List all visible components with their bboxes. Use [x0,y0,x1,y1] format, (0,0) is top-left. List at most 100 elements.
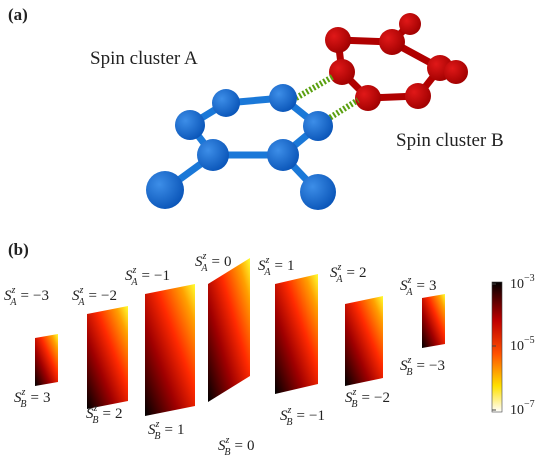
symbol: S [4,288,12,304]
molecule-b [325,13,468,111]
sup: z [407,355,412,366]
relation: = [89,288,97,304]
exponent: −5 [524,335,535,346]
sup: z [21,387,26,398]
symbol: S [330,265,338,281]
sub: B [92,415,98,426]
bonds [294,73,360,127]
symbol: S [86,406,94,422]
base: 10 [510,339,524,354]
relation: = [165,422,173,438]
value: −3 [429,358,445,374]
sup: z [202,251,207,262]
symbol: S [400,278,408,294]
relation: = [212,254,220,270]
sup: z [265,255,270,266]
colorbar-label: 10−5 [510,335,535,354]
sub: A [335,274,343,285]
molecule-a [146,84,336,210]
block [35,334,58,386]
block-label: Sz A = 1 [258,255,294,278]
value: −3 [33,288,49,304]
block-label: Sz B = 1 [148,419,184,442]
cluster-label: Spin cluster A [90,48,198,69]
block [208,258,250,402]
sub: A [200,263,208,274]
symbol: S [125,268,133,284]
sup: z [407,275,412,286]
sub: A [77,297,85,308]
value: 0 [224,254,232,270]
block-label: Sz A = −1 [125,265,170,288]
symbol: S [148,422,156,438]
relation: = [103,406,111,422]
value: −2 [374,390,390,406]
value: 1 [177,422,185,438]
cluster-label: Spin cluster B [396,130,504,151]
relation: = [417,278,425,294]
relation: = [417,358,425,374]
value: −2 [101,288,117,304]
block-label: Sz B = 2 [86,403,122,426]
sub: A [9,297,17,308]
value: −1 [309,408,325,424]
sub: B [20,399,26,410]
relation: = [275,258,283,274]
symbol: S [400,358,408,374]
block [422,294,445,348]
sub: A [130,277,138,288]
sub: A [405,287,413,298]
colorbar [491,281,503,413]
relation: = [235,438,243,454]
block-label: Sz B = −2 [345,387,390,410]
exponent: −3 [524,273,535,284]
block-label: Sz A = −3 [4,285,49,308]
symbol: S [72,288,80,304]
relation: = [31,390,39,406]
symbol: S [258,258,266,274]
colorbar-label: 10−3 [510,273,535,292]
value: 1 [287,258,295,274]
sub: B [224,447,230,458]
relation: = [297,408,305,424]
sup: z [79,285,84,296]
relation: = [21,288,29,304]
sub: B [154,431,160,442]
sub: B [406,367,412,378]
sup: z [225,435,230,446]
symbol: S [218,438,226,454]
block-label: Sz A = −2 [72,285,117,308]
block [345,296,383,386]
sup: z [132,265,137,276]
value: 3 [429,278,437,294]
block [275,274,318,394]
panel-label: (b) [8,240,29,259]
block-label: Sz B = 0 [218,435,254,458]
sup: z [93,403,98,414]
block-label: Sz B = −3 [400,355,445,378]
value: 2 [359,265,367,281]
relation: = [347,265,355,281]
base: 10 [510,403,524,418]
colorbar-label: 10−7 [510,399,535,418]
relation: = [142,268,150,284]
sup: z [11,285,16,296]
sub: A [263,267,271,278]
base: 10 [510,277,524,292]
symbol: S [14,390,22,406]
sub: B [351,399,357,410]
block-label: Sz B = 3 [14,387,50,410]
symbol: S [195,254,203,270]
value: −1 [154,268,170,284]
symbol: S [345,390,353,406]
block [145,284,195,416]
sup: z [337,262,342,273]
block-label: Sz A = 3 [400,275,436,298]
value: 2 [115,406,123,422]
relation: = [362,390,370,406]
symbol: S [280,408,288,424]
block-label: Sz A = 2 [330,262,366,285]
value: 3 [43,390,51,406]
block [87,306,128,409]
